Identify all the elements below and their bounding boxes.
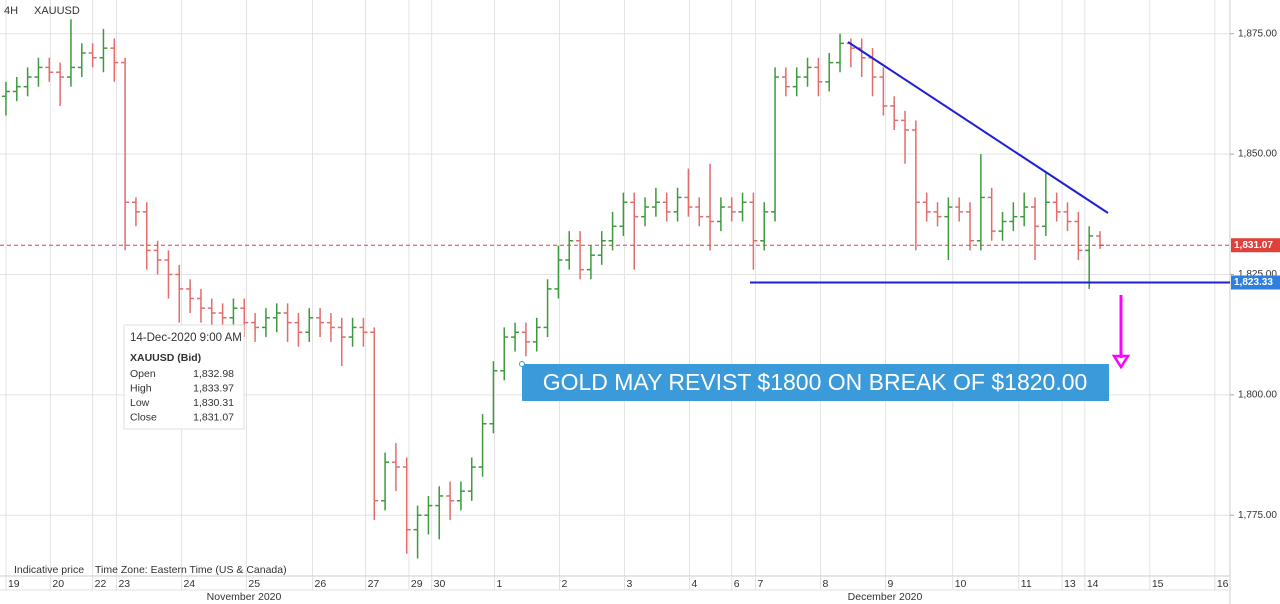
x-tick-label: 16 [1217,578,1229,590]
tooltip-row-label: High [130,382,152,394]
y-tick-label: 1,850.00 [1238,149,1277,160]
tooltip-row-value: 1,830.31 [193,397,234,409]
x-tick-label: 13 [1064,578,1076,590]
x-tick-label: 11 [1021,578,1032,590]
arrow-head [1111,354,1131,370]
tooltip-symbol: XAUUSD (Bid) [130,352,201,364]
x-tick-label: 26 [315,578,327,590]
x-tick-label: 3 [626,578,632,590]
x-tick-label: 29 [411,578,423,590]
tooltip-box [123,324,245,430]
tooltip: 14-Dec-2020 9:00 AM XAUUSD (Bid) Open 1,8… [130,332,242,423]
annotation-anchor [519,361,525,367]
x-tick-label: 6 [734,578,740,590]
y-tick-label: 1,800.00 [1238,389,1277,400]
month-label: December 2020 [848,591,923,603]
x-tick-label: 20 [52,578,64,590]
timeframe: 4H [4,5,18,17]
trendline [847,41,1109,214]
x-tick-label: 27 [368,578,380,590]
annotation: GOLD MAY REVIST $1800 ON BREAK OF $1820.… [543,369,1088,395]
footer-timezone: Time Zone: Eastern Time (US & Canada) [95,564,287,576]
x-tick-label: 22 [95,578,107,590]
tooltip-row-value: 1,832.98 [193,368,234,380]
y-tick-label: 1,875.00 [1238,28,1277,39]
tooltip-row-label: Open [130,368,156,380]
symbol: XAUUSD [34,5,80,17]
x-tick-label: 30 [434,578,446,590]
x-tick-label: 19 [8,578,20,590]
x-tick-label: 1 [496,578,502,590]
support-box [1231,275,1280,290]
support-label: 1,823.33 [1234,277,1273,288]
x-tick-label: 25 [248,578,260,590]
footer-note: Indicative price [14,564,84,576]
x-tick-label: 2 [561,578,567,590]
x-tick-label: 15 [1152,578,1164,590]
month-label: November 2020 [207,591,282,603]
x-tick-label: 4 [691,578,697,590]
x-tick-label: 8 [823,578,829,590]
last-price-box [1231,238,1280,253]
x-tick-label: 23 [118,578,130,590]
last-price-label: 1,831.07 [1234,240,1273,251]
x-tick-label: 7 [758,578,764,590]
tooltip-row-label: Close [130,411,157,423]
bars [1,19,1105,559]
tooltip-row-value: 1,833.97 [193,382,234,394]
x-tick-label: 9 [888,578,894,590]
tooltip-row-value: 1,831.07 [193,411,234,423]
x-tick-label: 14 [1087,578,1099,590]
x-tick-label: 10 [955,578,967,590]
tooltip-date: 14-Dec-2020 9:00 AM [130,332,242,344]
tooltip-row-label: Low [130,397,150,409]
y-tick-label: 1,825.00 [1238,269,1277,280]
annotation-box [522,364,1109,401]
y-tick-label: 1,775.00 [1238,510,1277,521]
x-tick-label: 24 [183,578,195,590]
